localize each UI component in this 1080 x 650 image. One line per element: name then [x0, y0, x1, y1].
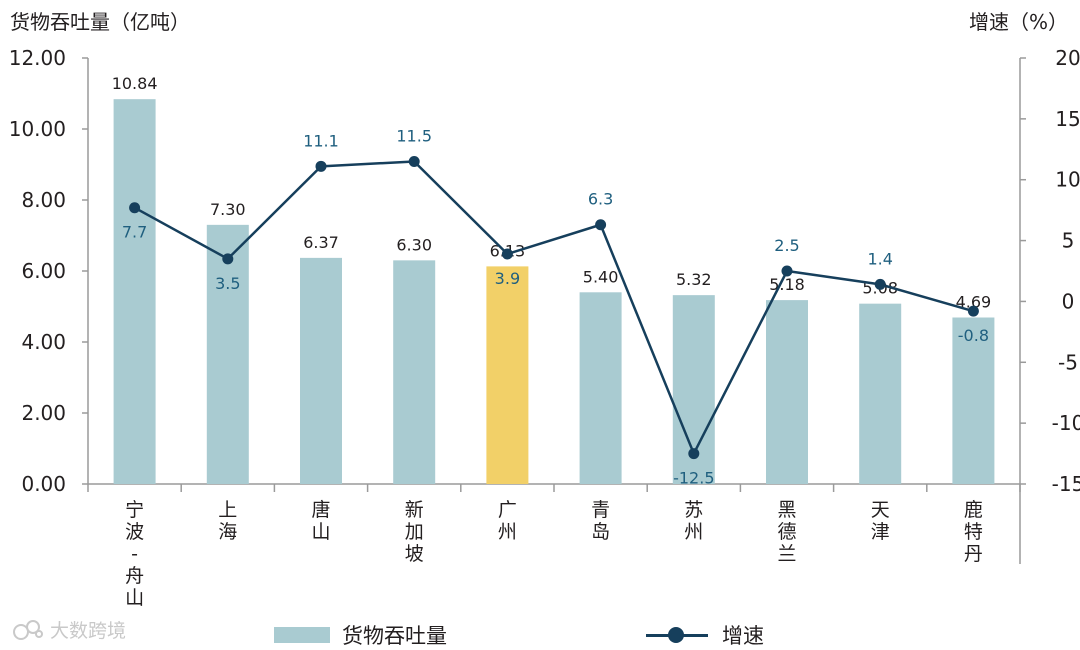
x-category-label: 唐山 [311, 499, 330, 543]
legend-bar-label: 货物吞吐量 [342, 624, 447, 648]
y-right-tick-label: -5 [1058, 350, 1078, 374]
legend-line-label: 增速 [722, 624, 764, 648]
x-category-label: 青岛 [591, 499, 610, 543]
bar-0 [113, 99, 156, 485]
growth-point-7 [781, 265, 793, 277]
legend-bar-swatch [274, 627, 330, 643]
bar-4 [486, 266, 529, 484]
y-left-tick-label: 8.00 [21, 188, 66, 212]
growth-point-0 [129, 202, 141, 214]
growth-value-label: 6.3 [588, 190, 613, 209]
y-left-axis-title: 货物吞吐量（亿吨） [10, 10, 190, 34]
bar-1 [206, 224, 249, 484]
growth-point-4 [501, 248, 513, 260]
y-right-tick-label: 10 [1055, 168, 1080, 192]
watermark: 大数跨境 [12, 616, 126, 643]
y-left-tick-label: 0.00 [21, 472, 66, 496]
x-category-label: 天津 [871, 499, 890, 543]
y-right-tick-label: 0 [1062, 289, 1075, 313]
bar-3 [393, 260, 436, 484]
y-right-tick-label: 20 [1055, 46, 1080, 70]
bar-9 [952, 317, 995, 484]
y-right-axis-title: 增速（%） [968, 10, 1068, 34]
growth-point-8 [874, 278, 886, 290]
bar-value-label: 6.37 [303, 233, 339, 252]
bar-value-label: 6.30 [396, 235, 432, 254]
growth-value-label: -12.5 [673, 469, 714, 488]
x-category-label: 苏州 [684, 499, 703, 543]
watermark-text: 大数跨境 [50, 620, 127, 642]
growth-point-3 [408, 155, 420, 167]
y-right-tick-label: -10 [1052, 411, 1080, 435]
growth-value-label: 11.5 [396, 126, 432, 145]
bar-7 [766, 300, 808, 484]
growth-point-2 [315, 160, 327, 172]
x-category-label: 黑德兰 [777, 499, 796, 565]
y-right-tick-label: -15 [1052, 472, 1080, 496]
x-category-label: 鹿特丹 [964, 499, 983, 565]
legend-item-growth: 增速 [646, 620, 764, 650]
bar-8 [859, 303, 902, 484]
y-left-tick-label: 2.00 [21, 401, 66, 425]
y-right-tick-label: 15 [1055, 107, 1080, 131]
growth-value-label: 1.4 [867, 249, 892, 268]
bar-5 [579, 292, 622, 484]
y-right-tick-label: 5 [1062, 229, 1075, 253]
bar-2 [300, 257, 342, 484]
y-left-tick-label: 10.00 [9, 117, 66, 141]
y-left-tick-label: 12.00 [9, 46, 66, 70]
y-left-tick-label: 4.00 [21, 330, 66, 354]
x-category-label: 上海 [218, 499, 237, 543]
growth-value-label: -0.8 [958, 326, 989, 345]
bar-value-label: 5.40 [583, 267, 619, 286]
bar-value-label: 10.84 [112, 74, 158, 93]
watermark-logo-icon [13, 619, 43, 640]
bar-value-label: 5.18 [769, 275, 805, 294]
growth-value-label: 11.1 [303, 131, 339, 150]
legend-line-swatch [646, 627, 708, 643]
x-category-label: 广州 [498, 499, 517, 543]
x-category-label: 宁波‐舟山 [125, 499, 144, 609]
growth-point-6 [688, 448, 700, 460]
growth-line [133, 160, 974, 455]
bar-value-label: 4.69 [956, 293, 992, 312]
growth-value-label: 2.5 [774, 236, 799, 255]
growth-value-label: 3.5 [215, 274, 240, 293]
y-left-tick-label: 6.00 [21, 259, 66, 283]
bar-value-label: 7.30 [210, 200, 246, 219]
legend-item-throughput: 货物吞吐量 [274, 620, 447, 650]
growth-value-label: 3.9 [495, 269, 520, 288]
growth-point-9 [967, 305, 979, 317]
growth-point-5 [595, 219, 607, 231]
growth-point-1 [222, 253, 234, 265]
x-category-label: 新加坡 [405, 499, 424, 565]
bar-value-label: 5.32 [676, 270, 712, 289]
growth-value-label: 7.7 [122, 223, 147, 242]
